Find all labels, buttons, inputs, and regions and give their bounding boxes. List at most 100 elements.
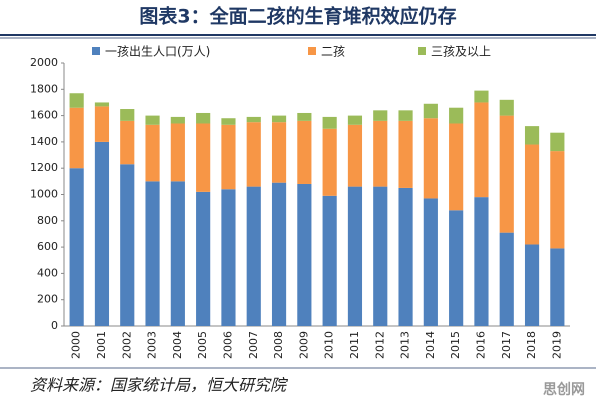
y-tick-label: 1600 <box>30 109 58 122</box>
legend-swatch <box>418 47 426 55</box>
y-tick-label: 2000 <box>30 56 58 69</box>
legend-swatch <box>308 47 316 55</box>
bar-segment <box>221 118 236 125</box>
bar-segment <box>524 244 540 326</box>
y-tick-label: 800 <box>37 214 58 227</box>
bar-segment <box>69 107 84 169</box>
bar-segment <box>120 164 135 326</box>
bar-segment <box>271 122 287 183</box>
bar-segment <box>69 168 84 326</box>
bar-segment <box>196 123 211 192</box>
bar-segment <box>474 102 489 198</box>
y-tick-label: 200 <box>37 293 58 306</box>
x-tick-label: 2001 <box>95 331 108 359</box>
bar-segment <box>170 181 185 326</box>
bar-segment <box>246 122 261 187</box>
chart-title: 图表3：全面二孩的生育堆积效应仍存 <box>139 5 456 28</box>
legend-label: 一孩出生人口(万人) <box>105 45 210 59</box>
y-tick-label: 1400 <box>30 135 58 148</box>
legend-swatch <box>92 47 100 55</box>
bar-segment <box>170 116 185 124</box>
legend-label: 二孩 <box>321 45 345 59</box>
bar-segment <box>145 124 160 182</box>
y-tick-label: 400 <box>37 266 58 279</box>
bar-segment <box>120 120 135 165</box>
bar-segment <box>69 93 84 108</box>
bar-segment <box>347 124 363 187</box>
bar-segment <box>550 151 565 249</box>
bar-segment <box>221 124 236 190</box>
bar-segment <box>347 186 363 326</box>
bar-segment <box>322 195 337 326</box>
x-tick-label: 2019 <box>550 331 563 359</box>
bar-segment <box>120 109 135 121</box>
bar-segment <box>322 128 337 196</box>
bar-segment <box>449 210 464 326</box>
bar-segment <box>499 99 514 116</box>
x-tick-label: 2007 <box>247 331 260 359</box>
x-tick-label: 2002 <box>120 331 133 359</box>
bar-segment <box>196 191 211 326</box>
x-tick-label: 2013 <box>399 331 412 359</box>
bar-segment <box>246 186 261 326</box>
y-tick-label: 1800 <box>30 82 58 95</box>
bar-segment <box>499 115 514 233</box>
bar-segment <box>322 116 337 129</box>
bar-segment <box>246 116 261 123</box>
bar-segment <box>170 123 185 182</box>
bar-segment <box>297 120 312 184</box>
bar-segment <box>398 120 413 188</box>
bar-segment <box>271 115 287 123</box>
source-note: 资料来源：国家统计局，恒大研究院 <box>30 376 289 395</box>
bar-segment <box>373 110 388 121</box>
bar-segment <box>474 90 489 103</box>
y-tick-label: 1200 <box>30 161 58 174</box>
bar-segment <box>423 198 438 326</box>
x-tick-label: 2018 <box>525 331 538 359</box>
bar-segment <box>524 126 540 145</box>
bar-segment <box>145 181 160 326</box>
bar-segment <box>474 197 489 326</box>
bar-segment <box>398 187 413 326</box>
x-tick-label: 2003 <box>146 331 159 359</box>
bar-segment <box>398 110 413 121</box>
bar-segment <box>94 141 110 326</box>
x-tick-label: 2012 <box>373 331 386 359</box>
bar-segment <box>423 118 438 199</box>
bar-segment <box>449 123 464 211</box>
x-tick-label: 2006 <box>221 331 234 359</box>
x-tick-label: 2014 <box>424 331 437 359</box>
legend-label: 三孩及以上 <box>431 45 491 59</box>
bar-segment <box>196 112 211 124</box>
bar-segment <box>550 248 565 326</box>
bar-segment <box>347 115 363 125</box>
bar-segment <box>94 106 110 142</box>
x-tick-label: 2010 <box>323 331 336 359</box>
bar-segment <box>94 102 110 107</box>
bar-segment <box>221 189 236 326</box>
bar-segment <box>524 144 540 245</box>
bar-segment <box>550 132 565 152</box>
bar-segment <box>373 186 388 326</box>
y-tick-label: 1000 <box>30 188 58 201</box>
y-tick-label: 0 <box>51 319 58 332</box>
x-tick-label: 2017 <box>500 331 513 359</box>
bar-segment <box>449 107 464 124</box>
x-tick-label: 2005 <box>196 331 209 359</box>
x-tick-label: 2004 <box>171 331 184 359</box>
x-tick-label: 2009 <box>297 331 310 359</box>
x-tick-label: 2015 <box>449 331 462 359</box>
bar-segment <box>423 103 438 119</box>
watermark: 思创网 <box>543 381 585 398</box>
bar-segment <box>145 115 160 125</box>
bar-segment <box>271 182 287 326</box>
bar-segment <box>297 183 312 326</box>
bar-segment <box>499 232 514 326</box>
x-tick-label: 2000 <box>70 331 83 359</box>
y-tick-label: 600 <box>37 240 58 253</box>
bar-segment <box>373 120 388 187</box>
x-tick-label: 2011 <box>348 331 361 359</box>
x-tick-label: 2016 <box>474 331 487 359</box>
x-tick-label: 2008 <box>272 331 285 359</box>
